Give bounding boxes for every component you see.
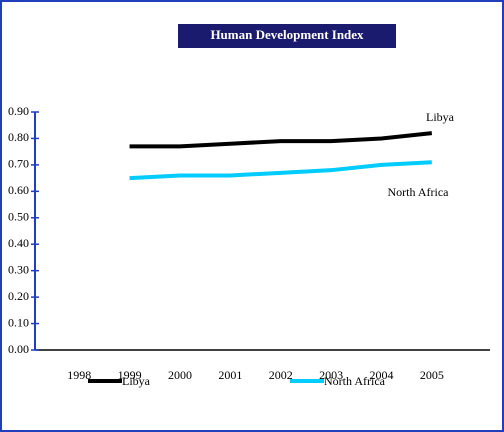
x-tick-label: 2002: [269, 368, 293, 382]
series-annotation: North Africa: [388, 185, 450, 199]
y-tick-label: 0.40: [8, 236, 29, 250]
x-tick-label: 1999: [118, 368, 142, 382]
chart-title: Human Development Index: [210, 27, 364, 42]
x-tick-label: 2004: [369, 368, 393, 382]
series-line: [129, 160, 432, 181]
series-line: [129, 131, 433, 149]
x-tick-label: 1998: [67, 368, 91, 382]
y-tick-label: 0.60: [8, 183, 29, 197]
y-tick-label: 0.30: [8, 262, 29, 276]
legend-label: North Africa: [324, 374, 386, 388]
y-tick-label: 0.00: [8, 342, 29, 356]
y-tick-label: 0.50: [8, 210, 29, 224]
y-tick-label: 0.80: [8, 130, 29, 144]
y-tick-label: 0.70: [8, 157, 29, 171]
x-tick-label: 2001: [218, 368, 242, 382]
legend-label: Libya: [122, 374, 151, 388]
x-tick-label: 2005: [420, 368, 444, 382]
x-tick-label: 2003: [319, 368, 343, 382]
x-tick-label: 2000: [168, 368, 192, 382]
series-annotation: Libya: [426, 110, 455, 124]
y-tick-label: 0.10: [8, 315, 29, 329]
y-tick-label: 0.20: [8, 289, 29, 303]
y-tick-label: 0.90: [8, 104, 29, 118]
title-box: [178, 24, 396, 48]
